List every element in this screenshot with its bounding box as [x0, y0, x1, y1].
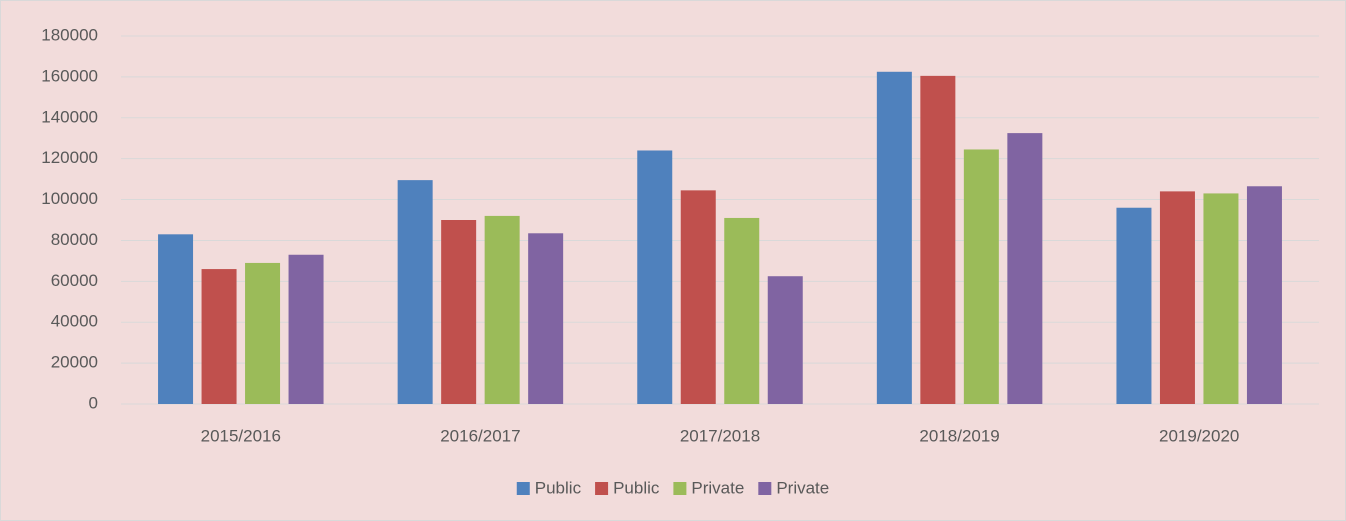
legend-label: Private [691, 478, 744, 497]
bar [963, 149, 999, 404]
legend-swatch [595, 482, 609, 495]
bar [1007, 133, 1043, 404]
bar [484, 215, 520, 404]
x-tick-label: 2016/2017 [440, 426, 520, 445]
x-tick-label: 2017/2018 [680, 426, 760, 445]
bar [397, 180, 433, 404]
bar [767, 276, 803, 404]
bar [1203, 193, 1239, 404]
legend-swatch [758, 482, 772, 495]
x-tick-label: 2019/2020 [1159, 426, 1239, 445]
bar [1116, 207, 1152, 404]
bar [245, 262, 281, 404]
legend-swatch [516, 482, 530, 495]
y-tick-label: 20000 [51, 353, 98, 372]
bar [876, 71, 912, 405]
bar [1246, 186, 1282, 404]
y-tick-label: 180000 [41, 25, 98, 44]
legend-label: Public [535, 478, 582, 497]
y-tick-label: 140000 [41, 107, 98, 126]
y-tick-label: 120000 [41, 148, 98, 167]
bar [158, 234, 194, 404]
x-tick-label: 2018/2019 [919, 426, 999, 445]
bar [528, 233, 564, 404]
bar [441, 220, 477, 404]
bar [201, 269, 237, 404]
y-tick-label: 40000 [51, 312, 98, 331]
x-tick-label: 2015/2016 [201, 426, 281, 445]
legend-label: Public [613, 478, 660, 497]
y-tick-label: 80000 [51, 230, 98, 249]
y-tick-label: 160000 [41, 66, 98, 85]
bar [680, 190, 716, 404]
legend-swatch [673, 482, 687, 495]
bar [1159, 191, 1195, 404]
bar [288, 254, 324, 404]
bar [920, 75, 956, 404]
legend-label: Private [776, 478, 829, 497]
bar [637, 150, 673, 404]
y-tick-label: 100000 [41, 189, 98, 208]
y-tick-label: 60000 [51, 271, 98, 290]
y-tick-label: 0 [89, 393, 98, 412]
bar [724, 217, 760, 404]
